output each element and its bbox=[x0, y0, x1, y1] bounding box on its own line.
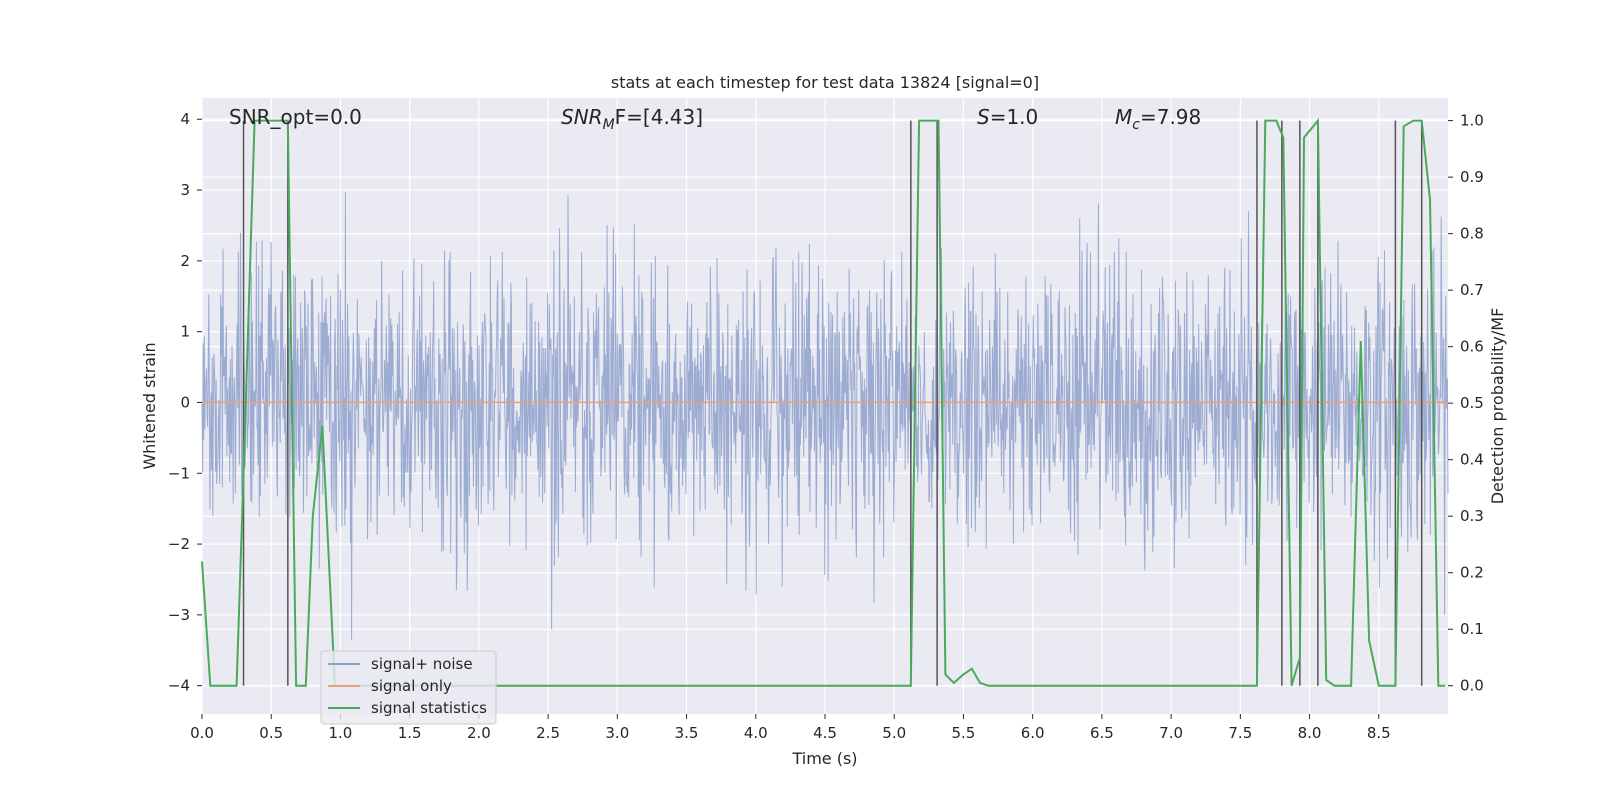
annotation-mc: Mc=7.98 bbox=[1115, 105, 1201, 133]
y-right-tick-label: 0.2 bbox=[1460, 564, 1484, 582]
y-left-tick-label: 0 bbox=[180, 393, 190, 411]
y-right-tick-label: 0.8 bbox=[1460, 225, 1484, 243]
y-right-tick-label: 0.6 bbox=[1460, 338, 1484, 356]
y-right-tick-label: 0.5 bbox=[1460, 394, 1484, 412]
x-tick-label: 1.5 bbox=[398, 724, 422, 742]
x-tick-label: 5.5 bbox=[952, 724, 976, 742]
x-tick-label: 3.0 bbox=[605, 724, 629, 742]
noise-trace-line bbox=[201, 192, 1449, 640]
y-right-tick-label: 0.7 bbox=[1460, 281, 1484, 299]
x-tick-label: 7.5 bbox=[1228, 724, 1252, 742]
x-tick-label: 4.5 bbox=[813, 724, 837, 742]
y-right-ticks: 1.0 0.9 0.8 0.7 0.6 0.5 0.4 0.3 0.2 0.1 0.0 bbox=[1448, 112, 1484, 695]
legend: signal+ noise signal only signal statist… bbox=[320, 650, 497, 725]
noise-series bbox=[201, 192, 1449, 640]
y-left-tick-label: −4 bbox=[168, 677, 190, 695]
annotation-mc-rest: =7.98 bbox=[1140, 105, 1201, 129]
legend-label-signal: signal only bbox=[371, 677, 452, 695]
x-ticks: 0.0 0.5 1.0 1.5 2.0 2.5 3.0 3.5 4.0 4.5 5.0 5.5 6.0 6… bbox=[190, 714, 1391, 742]
y-left-tick-label: 2 bbox=[180, 252, 190, 270]
annotation-mc-sub: c bbox=[1132, 117, 1140, 133]
y-left-tick-label: 1 bbox=[180, 323, 190, 341]
y-left-tick-label: −3 bbox=[168, 606, 190, 624]
x-tick-label: 0.5 bbox=[259, 724, 283, 742]
y-right-tick-label: 0.1 bbox=[1460, 620, 1484, 638]
y-axis-left-label: Whitened strain bbox=[140, 342, 159, 469]
y-right-tick-label: 0.0 bbox=[1460, 677, 1484, 695]
statistics-line bbox=[201, 117, 1446, 687]
x-tick-label: 8.5 bbox=[1367, 724, 1391, 742]
y-left-tick-label: −1 bbox=[168, 464, 190, 482]
legend-box bbox=[320, 650, 497, 725]
x-tick-label: 4.0 bbox=[744, 724, 768, 742]
chart-title: stats at each timestep for test data 138… bbox=[611, 73, 1039, 92]
annotation-snr-mf: SNRMF=[4.43] bbox=[561, 105, 703, 133]
annotation-s-rest: =1.0 bbox=[990, 105, 1039, 129]
x-tick-label: 7.0 bbox=[1159, 724, 1183, 742]
x-tick-label: 6.0 bbox=[1021, 724, 1045, 742]
x-tick-label: 1.0 bbox=[329, 724, 353, 742]
y-right-tick-label: 0.3 bbox=[1460, 507, 1484, 525]
x-axis-label: Time (s) bbox=[791, 749, 857, 768]
y-right-tick-label: 0.9 bbox=[1460, 168, 1484, 186]
x-tick-label: 8.0 bbox=[1298, 724, 1322, 742]
x-tick-label: 2.5 bbox=[536, 724, 560, 742]
annotation-s-label: S bbox=[977, 105, 990, 129]
statistics-series bbox=[201, 117, 1446, 687]
legend-label-noise: signal+ noise bbox=[371, 655, 473, 673]
legend-label-statistics: signal statistics bbox=[371, 699, 487, 717]
annotation-mc-label: M bbox=[1115, 105, 1132, 129]
annotation-snr-mf-label: SNR bbox=[561, 105, 603, 129]
x-tick-label: 2.0 bbox=[467, 724, 491, 742]
y-left-tick-label: 4 bbox=[180, 110, 190, 128]
x-tick-label: 5.0 bbox=[882, 724, 906, 742]
x-tick-label: 3.5 bbox=[675, 724, 699, 742]
x-tick-label: 6.5 bbox=[1090, 724, 1114, 742]
y-right-tick-label: 0.4 bbox=[1460, 451, 1484, 469]
y-left-tick-label: 3 bbox=[180, 181, 190, 199]
y-left-ticks: 4 3 2 1 0 −1 −2 −3 −4 bbox=[168, 110, 202, 695]
annotation-snr-opt: SNR_opt=0.0 bbox=[229, 105, 362, 129]
annotation-s: S=1.0 bbox=[977, 105, 1038, 129]
annotation-snr-mf-rest: F=[4.43] bbox=[615, 105, 703, 129]
y-left-tick-label: −2 bbox=[168, 535, 190, 553]
x-tick-label: 0.0 bbox=[190, 724, 214, 742]
annotation-snr-mf-sub: M bbox=[603, 117, 615, 133]
y-axis-right-label: Detection probability/MF bbox=[1488, 308, 1507, 505]
y-right-tick-label: 1.0 bbox=[1460, 112, 1484, 130]
vertical-markers bbox=[242, 120, 1423, 686]
